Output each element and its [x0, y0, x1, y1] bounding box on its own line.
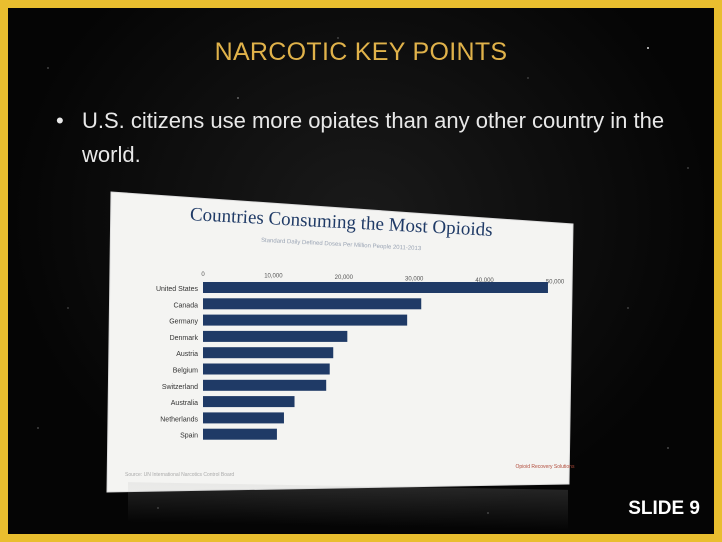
- category-label: Australia: [171, 400, 198, 407]
- bar: [203, 347, 334, 359]
- bar: [203, 363, 330, 375]
- chart-logo: Opioid Recovery Solutions: [516, 464, 575, 470]
- slide-number: SLIDE 9: [628, 498, 700, 519]
- bullet-point: • U.S. citizens use more opiates than an…: [56, 104, 686, 172]
- category-label: Spain: [180, 433, 198, 440]
- bar: [203, 379, 327, 391]
- x-tick-label: 50,000: [546, 280, 565, 286]
- bar: [203, 330, 348, 342]
- category-label: Canada: [173, 302, 198, 309]
- category-label: Switzerland: [162, 384, 198, 391]
- bullet-text: U.S. citizens use more opiates than any …: [82, 108, 665, 167]
- chart-source: Source: UN International Narcotics Contr…: [125, 472, 234, 478]
- category-label: Austria: [176, 351, 198, 358]
- bullet-marker: •: [56, 108, 64, 133]
- bar: [203, 314, 408, 326]
- chart-image: Countries Consuming the Most Opioids Stan…: [103, 184, 579, 494]
- opioid-bar-chart: Countries Consuming the Most OpioidsStan…: [106, 191, 575, 493]
- chart-reflection: [128, 482, 568, 530]
- x-tick-label: 10,000: [264, 274, 283, 280]
- category-label: Belgium: [173, 368, 198, 375]
- bar: [203, 428, 277, 440]
- category-label: Germany: [169, 319, 198, 326]
- category-label: Netherlands: [160, 416, 198, 423]
- slide-title: NARCOTIC KEY POINTS: [214, 38, 508, 66]
- category-label: Denmark: [170, 335, 199, 342]
- bar: [203, 396, 295, 408]
- category-label: United States: [156, 286, 199, 293]
- slide: NARCOTIC KEY POINTS • U.S. citizens use …: [8, 8, 714, 534]
- x-tick-label: 0: [201, 272, 205, 278]
- chart-card: [106, 191, 574, 493]
- bar: [203, 282, 548, 293]
- bar: [203, 412, 284, 424]
- x-tick-label: 30,000: [405, 277, 424, 283]
- bar: [203, 298, 422, 310]
- x-tick-label: 20,000: [335, 275, 354, 281]
- x-tick-label: 40,000: [475, 278, 494, 284]
